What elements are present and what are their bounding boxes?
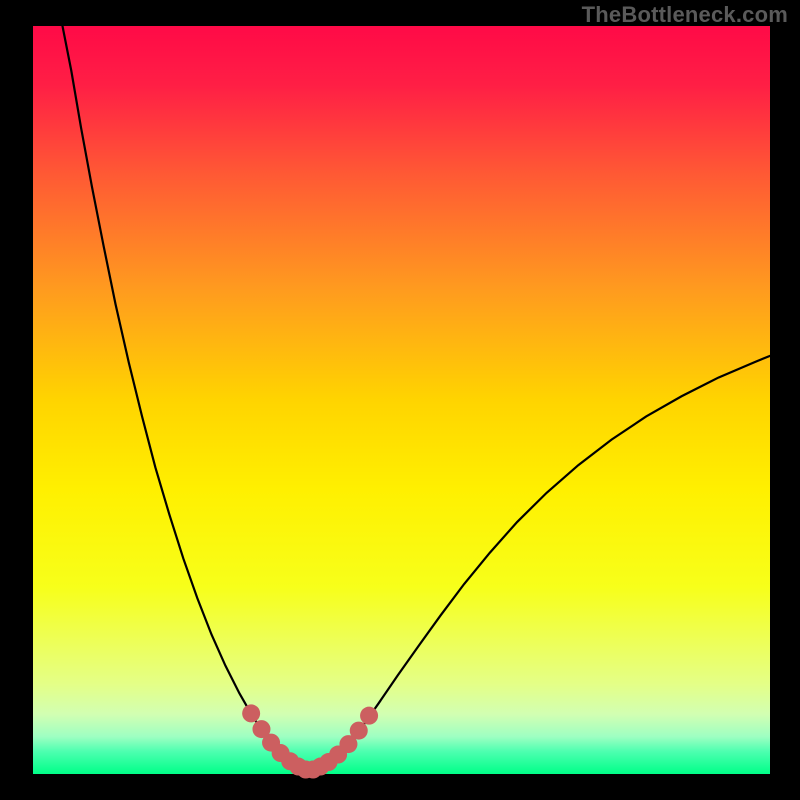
watermark-text: TheBottleneck.com [582,2,788,28]
chart-container: TheBottleneck.com [0,0,800,800]
plot-area [33,26,770,774]
curve-svg [33,26,770,774]
highlight-dots [242,704,378,778]
main-curve [62,26,770,770]
